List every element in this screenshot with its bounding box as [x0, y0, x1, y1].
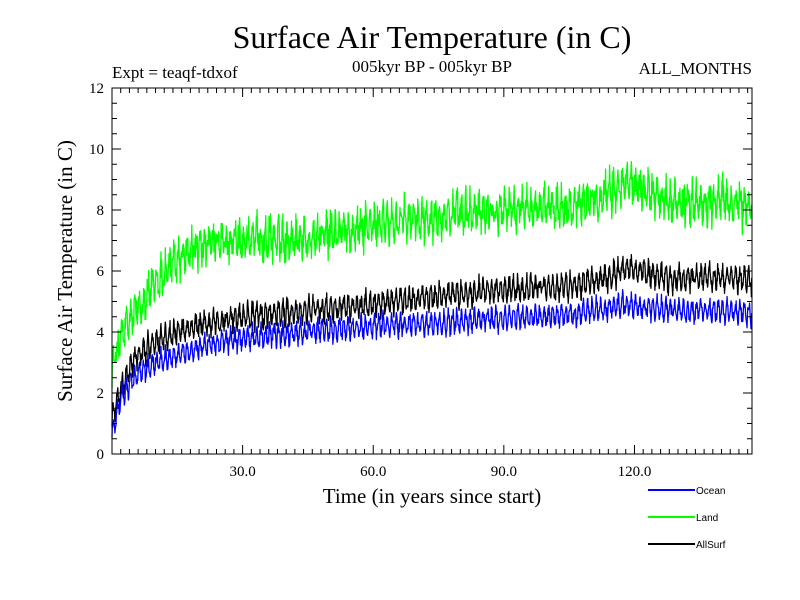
y-tick-label: 12: [89, 81, 104, 97]
x-tick-label: 30.0: [229, 464, 255, 480]
series-line-ocean: [111, 288, 753, 438]
x-tick-label: 120.0: [618, 464, 652, 480]
x-tick-label: 90.0: [491, 464, 517, 480]
chart-title: Surface Air Temperature (in C): [233, 19, 632, 55]
y-axis: 0 2 4 6 8 10 12: [89, 81, 752, 463]
legend: Ocean Land AllSurf: [648, 486, 726, 551]
y-tick-label: 4: [97, 325, 105, 341]
x-axis-label: Time (in years since start): [323, 484, 542, 508]
legend-label-allsurf: AllSurf: [696, 540, 726, 551]
series-line-allsurf: [111, 253, 753, 427]
series-line-land: [111, 160, 753, 389]
y-tick-label: 6: [97, 264, 105, 280]
y-tick-label: 10: [89, 142, 104, 158]
x-tick-label: 60.0: [360, 464, 386, 480]
y-tick-label: 2: [97, 386, 105, 402]
chart-subtitle: 005kyr BP - 005kyr BP: [352, 57, 512, 76]
y-tick-label: 0: [97, 447, 105, 463]
y-tick-label: 8: [97, 203, 105, 219]
x-axis: 30.0 60.0 90.0 120.0: [120, 88, 749, 480]
series-layer: [111, 160, 753, 438]
legend-label-ocean: Ocean: [696, 486, 725, 497]
experiment-label: Expt = teaqf-tdxof: [112, 63, 238, 82]
period-label: ALL_MONTHS: [639, 59, 752, 78]
y-axis-label: Surface Air Temperature (in C): [53, 140, 77, 402]
legend-label-land: Land: [696, 513, 718, 524]
